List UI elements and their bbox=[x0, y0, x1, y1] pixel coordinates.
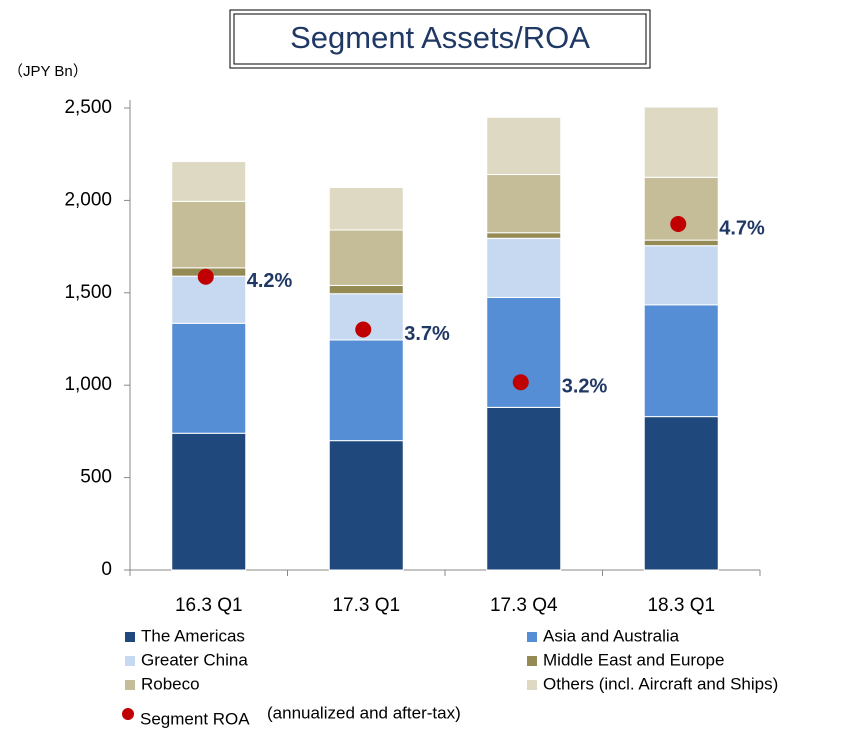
y-tick-label: 2,000 bbox=[64, 189, 112, 210]
legend-label: Middle East and Europe bbox=[543, 650, 724, 669]
bar-segment bbox=[486, 232, 562, 239]
legend-swatch bbox=[527, 656, 537, 666]
legend-note: (annualized and after-tax) bbox=[267, 703, 461, 722]
y-tick-label: 1,000 bbox=[64, 374, 112, 395]
y-tick-label: 2,500 bbox=[64, 97, 112, 118]
x-tick-label: 18.3 Q1 bbox=[647, 595, 715, 616]
bar-segment bbox=[643, 245, 719, 306]
legend-dot bbox=[122, 708, 134, 720]
bar-segment bbox=[171, 322, 247, 434]
legend-label: Others (incl. Aircraft and Ships) bbox=[543, 674, 778, 693]
roa-dot bbox=[670, 216, 687, 233]
bar-segment bbox=[643, 106, 719, 178]
legend-swatch bbox=[125, 680, 135, 690]
legend-swatch bbox=[125, 632, 135, 642]
bar-segment bbox=[486, 116, 562, 176]
title-frame-outer bbox=[229, 9, 651, 69]
bar-segment bbox=[328, 339, 404, 442]
legend-swatch bbox=[125, 656, 135, 666]
y-tick-label: 500 bbox=[80, 467, 112, 488]
y-tick-label: 1,500 bbox=[64, 282, 112, 303]
bar-segment bbox=[643, 416, 719, 571]
bar-segment bbox=[328, 229, 404, 286]
roa-dot bbox=[355, 321, 372, 338]
title-frame-inner bbox=[233, 13, 647, 65]
bar-segment bbox=[643, 239, 719, 247]
y-axis-label: （JPY Bn） bbox=[8, 63, 88, 80]
roa-label: 3.2% bbox=[562, 376, 608, 398]
legend-label: Segment ROA bbox=[140, 709, 250, 728]
roa-label: 4.2% bbox=[247, 270, 293, 292]
bar-segment bbox=[643, 176, 719, 241]
legend-label: Robeco bbox=[141, 674, 200, 693]
bar-segment bbox=[486, 296, 562, 408]
bar-segment bbox=[486, 237, 562, 298]
y-tick-label: 0 bbox=[101, 559, 112, 580]
bar-segment bbox=[643, 304, 719, 418]
roa-dot bbox=[512, 374, 529, 391]
bar-segment bbox=[328, 284, 404, 295]
roa-label: 4.7% bbox=[719, 217, 765, 239]
x-tick-label: 17.3 Q4 bbox=[490, 595, 558, 616]
legend-label: The Americas bbox=[141, 626, 245, 645]
roa-dot bbox=[197, 268, 214, 285]
bar-segment bbox=[171, 200, 247, 269]
legend-swatch bbox=[527, 680, 537, 690]
bar-segment bbox=[328, 186, 404, 231]
bar-segment bbox=[171, 432, 247, 571]
roa-label: 3.7% bbox=[404, 323, 450, 345]
chart-title: Segment Assets/ROA bbox=[290, 20, 590, 55]
x-tick-label: 17.3 Q1 bbox=[332, 595, 400, 616]
bar-segment bbox=[486, 406, 562, 571]
bar-segment bbox=[486, 174, 562, 234]
x-tick-label: 16.3 Q1 bbox=[175, 595, 243, 616]
legend-swatch bbox=[527, 632, 537, 642]
bar-segment bbox=[171, 161, 247, 202]
legend-label: Asia and Australia bbox=[543, 626, 680, 645]
legend-label: Greater China bbox=[141, 650, 248, 669]
bar-segment bbox=[328, 440, 404, 571]
